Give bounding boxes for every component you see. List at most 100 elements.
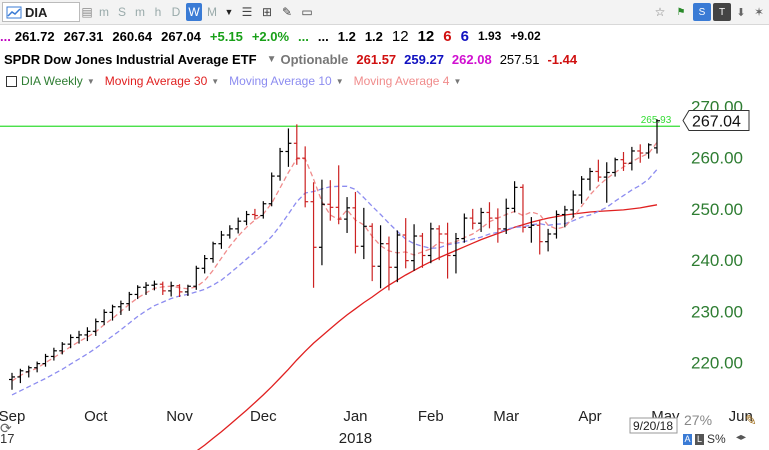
tf-m1[interactable]: m — [99, 5, 109, 19]
tf-w[interactable]: W — [186, 3, 202, 21]
legend-ma30-caret-icon[interactable]: ▼ — [211, 76, 220, 86]
ohlc-bar — [25, 365, 32, 378]
ohlc-bar — [452, 232, 459, 274]
ohlc-bar — [561, 205, 568, 228]
pencil-icon[interactable]: ✎ — [281, 5, 293, 19]
optionable-label: Optionable — [280, 51, 349, 67]
ohlc-bar — [603, 162, 610, 203]
ohlc-bar — [377, 225, 384, 289]
ohlc-bar — [50, 347, 57, 361]
ohlc-bar — [42, 353, 49, 367]
ohlc-bar — [17, 368, 24, 384]
ohlc-bar — [67, 334, 74, 349]
x-month-label: Mar — [493, 408, 519, 425]
tf-h[interactable]: h — [154, 5, 162, 19]
legend-dia[interactable]: DIA Weekly ▼ — [6, 74, 95, 88]
legend-ma4-label: Moving Average 4 — [353, 74, 450, 88]
ohlc-bar — [620, 152, 627, 171]
low-price: 260.64 — [112, 28, 153, 44]
x-month-label: Nov — [166, 408, 193, 425]
star-icon[interactable]: ☆ — [654, 5, 666, 19]
footer-l-icon[interactable]: L — [695, 434, 704, 445]
ohlc-bar — [628, 146, 635, 171]
edit-icon[interactable]: ✎ — [745, 412, 757, 428]
price-chart[interactable]: 265.93270.00260.00250.00240.00230.00220.… — [0, 90, 769, 450]
x-month-label: Sep — [0, 408, 25, 425]
price-4: 257.51 — [499, 51, 540, 67]
bars-icon[interactable]: ▤ — [81, 5, 93, 19]
ma4-line — [11, 141, 658, 382]
val-6: 6 — [460, 27, 469, 45]
val-8: +9.02 — [510, 29, 541, 43]
ohlc-bar — [126, 291, 133, 311]
legend-ma4-caret-icon[interactable]: ▼ — [453, 76, 462, 86]
quote-row: ... 261.72 267.31 260.64 267.04 +5.15 +2… — [0, 26, 769, 46]
tf-m[interactable]: m — [135, 5, 145, 19]
ohlc-bar — [101, 309, 108, 326]
ohlc-bar — [168, 281, 175, 297]
y-tick-label: 260.00 — [691, 149, 743, 168]
y-tick-label: 240.00 — [691, 251, 743, 270]
val-5: 6 — [443, 27, 452, 45]
symbol-box[interactable]: DIA — [2, 2, 80, 22]
legend-ma10[interactable]: Moving Average 10 ▼ — [229, 74, 343, 88]
legend-dia-caret-icon[interactable]: ▼ — [86, 76, 95, 86]
val-1: 1.2 — [337, 28, 356, 44]
security-name: SPDR Dow Jones Industrial Average ETF — [4, 51, 257, 67]
ohlc-bar — [402, 218, 409, 269]
ohlc-bar — [193, 265, 200, 290]
ohlc-bar — [243, 210, 250, 226]
ohlc-bar — [436, 225, 443, 261]
footer-a-icon[interactable]: A — [683, 434, 692, 445]
ohlc-bar — [268, 172, 275, 207]
legend-ma10-caret-icon[interactable]: ▼ — [335, 76, 344, 86]
down-arrow-icon[interactable]: ⬇ — [736, 6, 746, 19]
tf-s[interactable]: S — [117, 5, 126, 19]
grid-icon[interactable]: ⊞ — [261, 5, 273, 19]
toolbar: DIA ▤ m S m h D W M ▼ ☰ ⊞ ✎ ▭ ☆ ⚑ S T ⬇ … — [0, 0, 769, 25]
price-3: 262.08 — [451, 51, 492, 67]
legend-ma10-label: Moving Average 10 — [229, 74, 332, 88]
dropdown-icon[interactable]: ▼ — [266, 53, 277, 65]
legend-ma4[interactable]: Moving Average 4 ▼ — [354, 74, 462, 88]
ohlc-bar — [335, 165, 342, 225]
tf-d[interactable]: D — [171, 5, 181, 19]
x-month-label: Oct — [84, 408, 108, 425]
legend-ma30[interactable]: Moving Average 30 ▼ — [105, 74, 219, 88]
flag-icon[interactable]: ⚑ — [676, 6, 686, 18]
legend-ma30-label: Moving Average 30 — [104, 74, 208, 88]
ohlc-bar — [612, 157, 619, 177]
ohlc-bar — [419, 232, 426, 268]
ohlc-bar — [293, 124, 300, 165]
settings-icon[interactable]: ✶ — [753, 5, 765, 19]
s-icon[interactable]: S — [693, 3, 711, 21]
footer-s-pct[interactable]: S% — [707, 432, 726, 446]
x-month-label: Jan — [343, 408, 367, 425]
ohlc-bar — [344, 197, 351, 233]
ohlc-bar — [117, 300, 124, 315]
ohlc-bar — [427, 222, 434, 264]
x-month-label: Feb — [418, 408, 444, 425]
ohlc-bar — [586, 167, 593, 191]
title-row: SPDR Dow Jones Industrial Average ETF ▼ … — [0, 48, 769, 70]
ohlc-bar — [528, 217, 535, 243]
tf-dropdown-icon[interactable]: ▼ — [224, 7, 234, 17]
note-icon[interactable]: ▭ — [301, 5, 313, 19]
tf-mo[interactable]: M — [207, 5, 217, 19]
y-tick-label: 250.00 — [691, 200, 743, 219]
open-price: 261.72 — [14, 28, 55, 44]
ohlc-bar — [176, 284, 183, 298]
y-tick-label: 230.00 — [691, 302, 743, 321]
refresh-icon[interactable]: ⟳ — [0, 420, 12, 436]
ohlc-bar — [201, 254, 208, 274]
dots-green: ... — [298, 28, 309, 44]
footer-caret-icon[interactable]: ◂▸ — [736, 432, 747, 443]
ohlc-bar — [143, 282, 150, 295]
legend-dia-swatch — [6, 75, 17, 87]
ohlc-bar — [159, 281, 166, 295]
ohlc-bar — [411, 224, 418, 271]
ma10-line — [11, 168, 658, 396]
list-icon[interactable]: ☰ — [241, 5, 253, 19]
ohlc-bar — [486, 202, 493, 229]
t-icon[interactable]: T — [713, 3, 731, 21]
